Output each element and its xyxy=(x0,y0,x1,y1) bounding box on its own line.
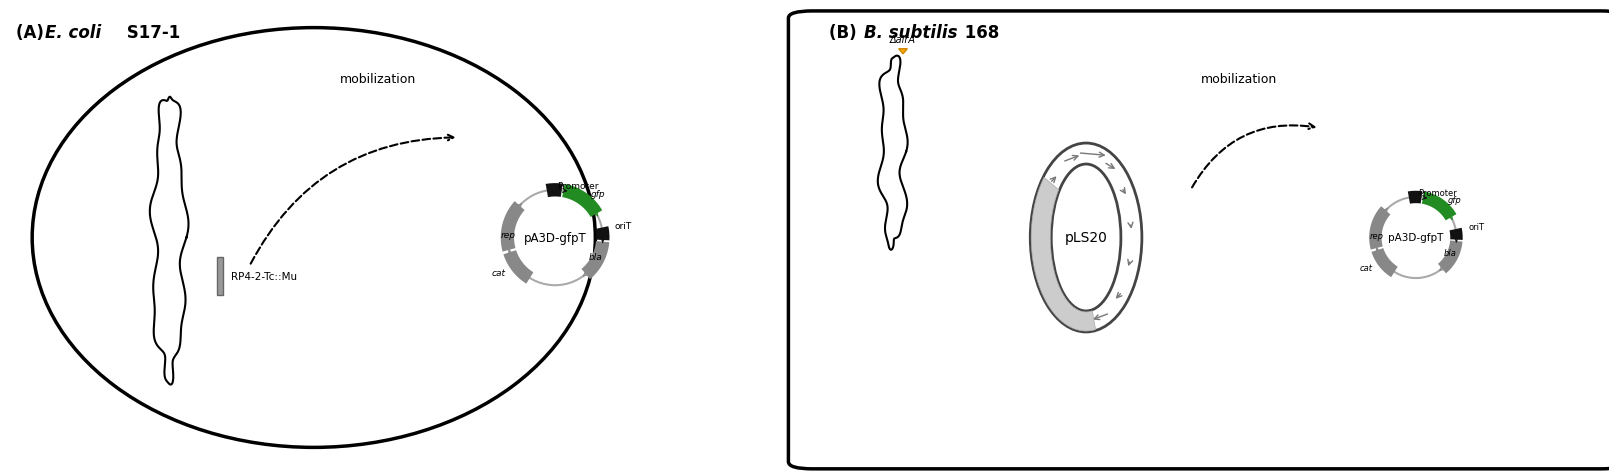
Text: oriT: oriT xyxy=(615,222,632,231)
Polygon shape xyxy=(595,227,610,241)
Text: bla: bla xyxy=(1443,249,1456,258)
Polygon shape xyxy=(1369,207,1390,250)
Text: cat: cat xyxy=(492,268,505,277)
Text: gfp: gfp xyxy=(591,190,605,199)
Text: rep: rep xyxy=(1369,232,1384,241)
Text: pA3D-gfpT: pA3D-gfpT xyxy=(525,231,586,245)
Polygon shape xyxy=(1371,248,1398,278)
Polygon shape xyxy=(500,202,525,252)
Text: gfp: gfp xyxy=(1448,196,1461,205)
Polygon shape xyxy=(1031,178,1096,331)
Text: E. coli: E. coli xyxy=(45,24,101,42)
Polygon shape xyxy=(562,185,602,218)
Text: RP4-2-Tc::Mu: RP4-2-Tc::Mu xyxy=(232,271,298,281)
Polygon shape xyxy=(581,241,610,279)
FancyBboxPatch shape xyxy=(788,12,1609,469)
Text: cat: cat xyxy=(1360,264,1372,273)
Text: rep: rep xyxy=(500,230,516,239)
Polygon shape xyxy=(1422,192,1456,221)
Polygon shape xyxy=(899,50,907,55)
Text: S17-1: S17-1 xyxy=(121,24,180,42)
Polygon shape xyxy=(1408,191,1422,204)
Text: Promoter: Promoter xyxy=(1418,189,1458,198)
FancyBboxPatch shape xyxy=(217,257,224,295)
Polygon shape xyxy=(504,251,533,284)
Text: (B): (B) xyxy=(829,24,862,42)
Polygon shape xyxy=(1438,241,1463,274)
Text: B. subtilis: B. subtilis xyxy=(864,24,957,42)
Text: mobilization: mobilization xyxy=(1200,73,1278,86)
Text: mobilization: mobilization xyxy=(339,73,417,86)
Text: (A): (A) xyxy=(16,24,50,42)
Text: 168: 168 xyxy=(959,24,999,42)
Text: bla: bla xyxy=(589,252,602,261)
Text: Promoter: Promoter xyxy=(557,182,599,190)
Text: ΔalrA: ΔalrA xyxy=(890,35,916,45)
Polygon shape xyxy=(545,184,563,198)
Text: oriT: oriT xyxy=(1467,222,1483,231)
Text: pA3D-gfpT: pA3D-gfpT xyxy=(1389,233,1443,243)
Polygon shape xyxy=(1450,228,1463,240)
Text: pLS20: pLS20 xyxy=(1065,231,1107,245)
